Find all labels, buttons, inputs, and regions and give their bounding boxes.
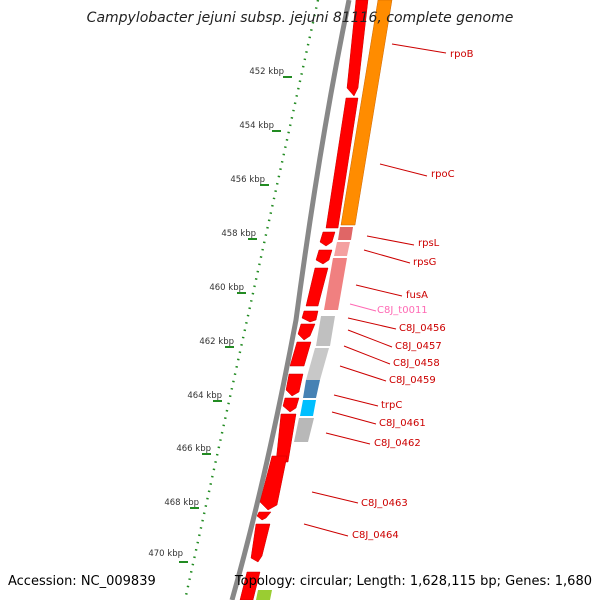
gene-label-trpC: trpC xyxy=(381,400,402,411)
cds-track xyxy=(239,0,369,600)
ruler-label-456: 456 kbp xyxy=(230,175,265,185)
gene-label-C8J_0461: C8J_0461 xyxy=(379,418,426,429)
leader-lines xyxy=(303,43,447,537)
gene-labels: rpoB rpoC rpsL rpsG fusA C8J_t0011 C8J_0… xyxy=(352,49,474,541)
gene-label-C8J_0459: C8J_0459 xyxy=(389,375,436,386)
ruler-labels: 452 kbp 454 kbp 456 kbp 458 kbp 460 kbp … xyxy=(148,67,284,559)
ruler-label-454: 454 kbp xyxy=(239,121,274,131)
gene-label-fusA: fusA xyxy=(406,290,428,301)
ruler-label-468: 468 kbp xyxy=(164,498,199,508)
ruler-label-460: 460 kbp xyxy=(209,283,244,293)
genome-summary-text: Topology: circular; Length: 1,628,115 bp… xyxy=(234,574,592,589)
gene-label-C8J_0458: C8J_0458 xyxy=(393,358,440,369)
gene-label-rpoB: rpoB xyxy=(450,49,474,60)
ruler-ticks xyxy=(179,76,292,563)
ruler-label-466: 466 kbp xyxy=(176,444,211,454)
gene-label-rpoC: rpoC xyxy=(431,169,455,180)
gene-label-rpsL: rpsL xyxy=(418,238,440,249)
gene-label-C8J_0457: C8J_0457 xyxy=(395,341,442,352)
ruler-label-470: 470 kbp xyxy=(148,549,183,559)
map-title: Campylobacter jejuni subsp. jejuni 81116… xyxy=(86,10,514,26)
ruler-label-458: 458 kbp xyxy=(221,229,256,239)
gene-band-track xyxy=(256,0,393,600)
gene-label-C8J_t0011: C8J_t0011 xyxy=(377,305,428,316)
gene-label-C8J_0462: C8J_0462 xyxy=(374,438,421,449)
gene-label-rpsG: rpsG xyxy=(413,257,436,268)
gene-label-C8J_0456: C8J_0456 xyxy=(399,323,446,334)
gene-label-C8J_0463: C8J_0463 xyxy=(361,498,408,509)
backbone-line xyxy=(229,0,352,600)
ruler-label-462: 462 kbp xyxy=(199,337,234,347)
ruler-label-464: 464 kbp xyxy=(187,391,222,401)
ruler-label-452: 452 kbp xyxy=(249,67,284,77)
accession-text: Accession: NC_009839 xyxy=(8,574,156,589)
gene-label-C8J_0464: C8J_0464 xyxy=(352,530,399,541)
